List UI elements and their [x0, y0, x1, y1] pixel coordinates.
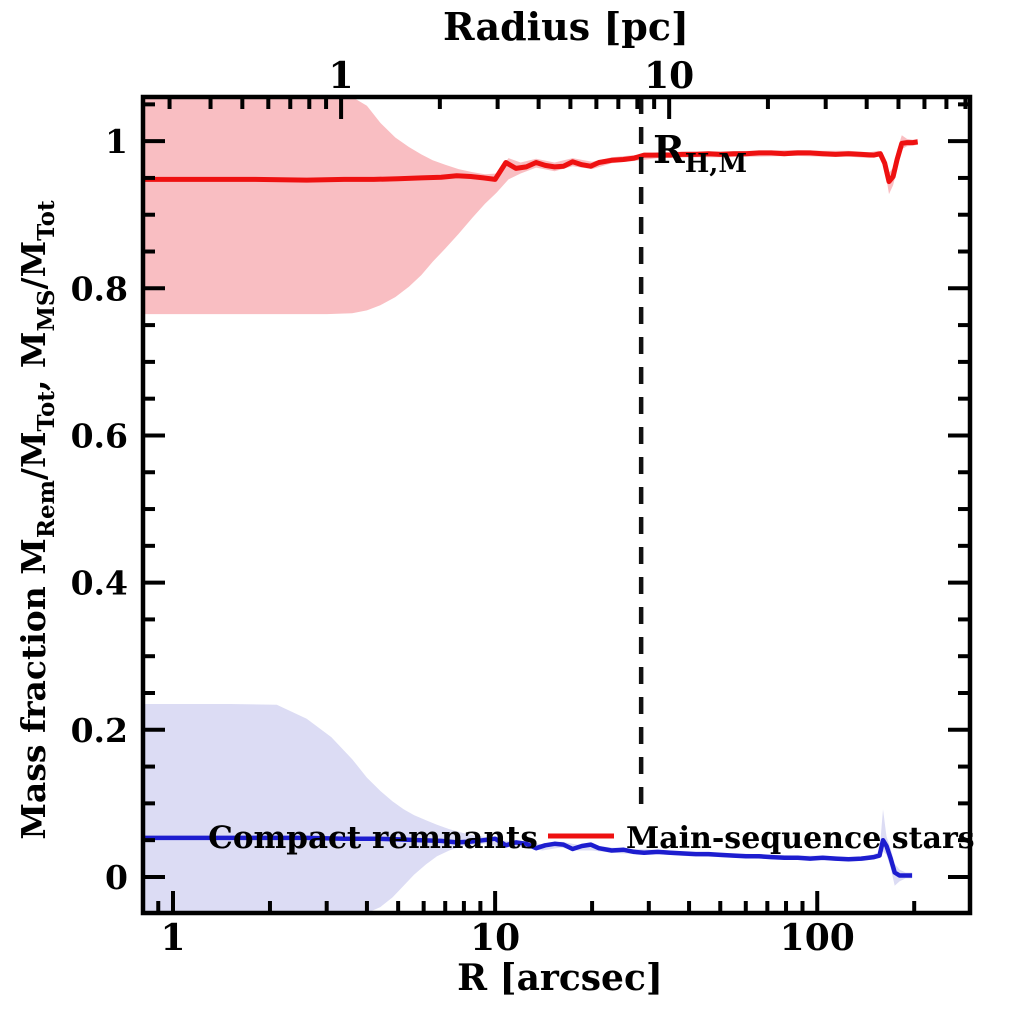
plot-frame [140, 94, 973, 916]
bottom-axis-title: R [arcsec] [457, 957, 663, 999]
top-axis-title: Radius [pc] [443, 4, 689, 49]
main-sequence-uncertainty-band [143, 97, 918, 315]
y-tick-label: 0.6 [71, 416, 128, 455]
plot-data-layer [143, 97, 919, 913]
y-tick-label: 0.4 [71, 564, 128, 603]
compact-remnants-uncertainty-band [143, 704, 913, 913]
top-tick-label: 10 [644, 55, 694, 97]
x-tick-label: 100 [780, 917, 855, 959]
axis-ticks [143, 97, 970, 913]
x-tick-label: 1 [160, 917, 185, 959]
y-tick-label: 0.2 [71, 711, 128, 750]
legend-label-main-sequence: Main-sequence stars [626, 821, 975, 856]
y-tick-label: 1 [105, 122, 128, 161]
top-tick-label: 1 [329, 55, 354, 97]
compact-remnants-line [143, 835, 913, 878]
y-tick-label: 0.8 [71, 269, 128, 308]
half-mass-radius-label: RH,M [653, 127, 747, 179]
x-tick-label: 10 [470, 917, 520, 959]
y-tick-label: 0 [105, 858, 128, 897]
legend: Compact remnants Main-sequence stars [208, 820, 975, 856]
y-axis-title: Mass fraction MRem/MTot, MMS/MTot [14, 200, 60, 840]
legend-label-compact-remnants: Compact remnants [208, 820, 538, 856]
main-sequence-line [143, 139, 919, 185]
